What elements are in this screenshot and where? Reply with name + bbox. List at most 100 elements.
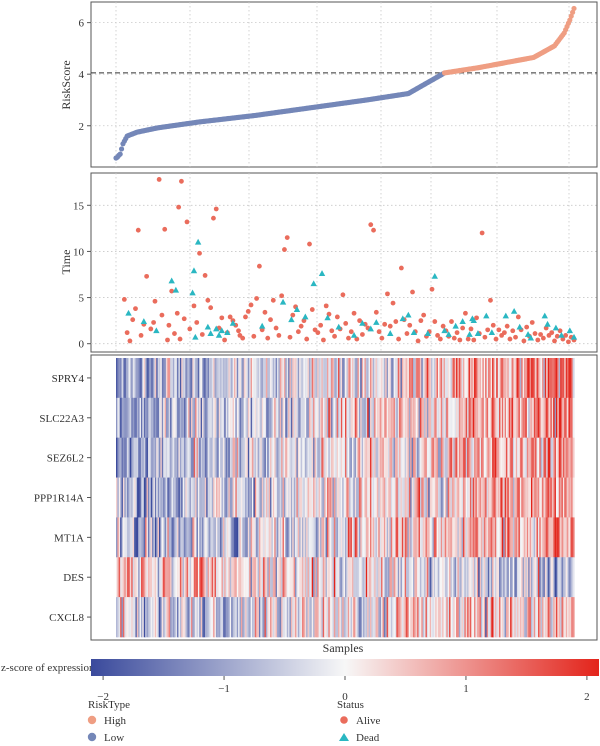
time-point-dead [207, 330, 214, 336]
heatmap-cell [342, 517, 345, 558]
heatmap-cell [227, 397, 230, 439]
heatmap-cell [260, 597, 263, 638]
heatmap-cell [496, 517, 499, 558]
heatmap-cell [286, 477, 289, 518]
heatmap-cell [385, 517, 388, 558]
heatmap-cell [406, 517, 409, 558]
heatmap-cell [195, 358, 198, 399]
heatmap-cell [238, 358, 241, 399]
heatmap-cell [186, 517, 189, 558]
heatmap-cell [265, 517, 268, 558]
heatmap-cell [308, 597, 311, 638]
heatmap-cell [496, 437, 499, 478]
heatmap-cell [401, 597, 404, 638]
heatmap-cell [288, 358, 291, 399]
heatmap-cell [276, 397, 279, 439]
heatmap-cell [489, 437, 492, 478]
heatmap-cell [525, 597, 528, 638]
heatmap-cell [350, 557, 353, 598]
heatmap-cell [567, 517, 570, 558]
heatmap-cell [117, 597, 120, 638]
heatmap-cell [474, 517, 477, 558]
heatmap-cell [524, 358, 527, 399]
heatmap-cell [378, 397, 381, 439]
heatmap-cell [143, 477, 146, 518]
time-point-alive [270, 297, 276, 303]
heatmap-cell [367, 597, 370, 638]
heatmap-cell [333, 557, 336, 598]
time-point-alive [197, 250, 202, 256]
heatmap-cell [444, 358, 447, 399]
heatmap-cell [186, 358, 189, 399]
heatmap-cell [368, 358, 371, 399]
heatmap-cell [207, 437, 210, 478]
heatmap-cell [345, 437, 347, 478]
heatmap-cell [340, 358, 343, 399]
heatmap-cell [246, 477, 249, 518]
heatmap-cell [460, 597, 463, 638]
heatmap-cell [564, 437, 567, 478]
heatmap-cell [421, 517, 424, 558]
heatmap-cell [468, 557, 471, 598]
heatmap-cell [501, 358, 504, 399]
heatmap-cell [238, 597, 241, 638]
heatmap-cell [400, 397, 403, 439]
heatmap-cell [481, 437, 483, 478]
heatmap-cell [213, 397, 216, 439]
heatmap-cell [318, 397, 321, 439]
heatmap-cell [256, 358, 259, 399]
heatmap-cell [379, 437, 382, 478]
heatmap-cell [188, 517, 191, 558]
heatmap-cell [149, 517, 152, 558]
heatmap-cell [449, 397, 452, 439]
heatmap-cell [293, 597, 296, 638]
heatmap-cell [382, 597, 385, 638]
time-point-dead [510, 308, 518, 314]
heatmap-cell [313, 597, 316, 638]
heatmap-cell [397, 597, 400, 638]
heatmap-cell [292, 397, 295, 439]
heatmap-cell [338, 597, 341, 638]
time-point-alive [124, 330, 130, 336]
heatmap-cell [490, 358, 493, 399]
heatmap-cell [492, 358, 495, 399]
heatmap-cell [437, 557, 440, 598]
heatmap-cell [510, 557, 513, 598]
heatmap-cell [161, 557, 164, 598]
heatmap-cell [533, 437, 536, 478]
heatmap-cell [254, 397, 257, 439]
heatmap-cell [546, 557, 549, 598]
heatmap-cell [446, 557, 449, 598]
heatmap-cell [472, 358, 475, 399]
time-point-alive [398, 265, 404, 271]
heatmap-cell [471, 358, 474, 399]
heatmap-cell [343, 597, 346, 638]
heatmap-cell [335, 517, 338, 558]
heatmap-cell [542, 597, 545, 638]
heatmap-cell [413, 358, 415, 399]
heatmap-cell [222, 597, 225, 638]
heatmap-cell [543, 557, 546, 598]
heatmap-cell [235, 397, 238, 439]
time-point-alive [482, 334, 488, 340]
heatmap-cell [231, 437, 234, 478]
time-point-alive [348, 329, 354, 335]
time-point-alive [273, 325, 279, 331]
heatmap-cell [154, 557, 157, 598]
heatmap-cell [211, 358, 214, 399]
time-point-alive [121, 297, 127, 302]
heatmap-cell [314, 358, 317, 399]
heatmap-cell [553, 517, 556, 558]
heatmap-cell [346, 358, 349, 399]
heatmap-cell [132, 358, 135, 399]
heatmap-cell [315, 358, 318, 399]
heatmap-cell [340, 397, 343, 439]
heatmap-cell [369, 597, 372, 638]
heatmap-cell [388, 437, 391, 478]
heatmap-cell [243, 437, 246, 478]
heatmap-cell [353, 557, 356, 598]
heatmap-cell [379, 557, 382, 598]
heatmap-cell [460, 557, 463, 598]
heatmap-cell [353, 477, 356, 518]
heatmap-cell [392, 557, 395, 598]
